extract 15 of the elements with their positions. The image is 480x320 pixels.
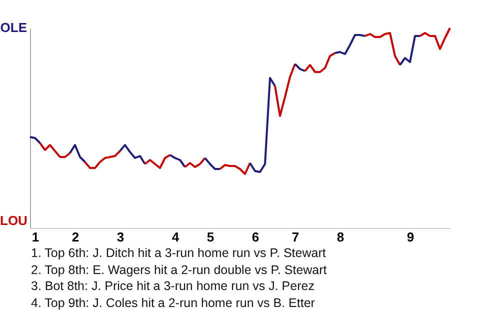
x-tick-label: 5 (206, 230, 214, 244)
x-tick-label: 8 (336, 230, 344, 244)
x-tick-label: 4 (172, 230, 180, 244)
x-tick-label: 6 (252, 230, 260, 244)
x-tick-label: 1 (32, 230, 40, 244)
x-tick-label: 2 (72, 230, 80, 244)
text: 1. Top 6th: J. Ditch hit a 3-run home run vs P. Stewart (31, 245, 327, 262)
bottom-end-label: LOU (0, 214, 27, 228)
text: 4. Top 9th: J. Coles hit a 2-run home run vs B. Etter (31, 294, 316, 311)
text: 3. Bot 8th: J. Price hit a 3-run home run vs J. Perez (31, 278, 316, 294)
top-end-label: OLE (0, 21, 27, 35)
text: 2. Top 8th: E. Wagers hit a 2-run double vs P. Stewart (31, 262, 327, 278)
x-tick-label: 3 (116, 230, 124, 244)
x-tick-label: 9 (406, 230, 414, 244)
x-tick-label: 7 (292, 230, 300, 244)
